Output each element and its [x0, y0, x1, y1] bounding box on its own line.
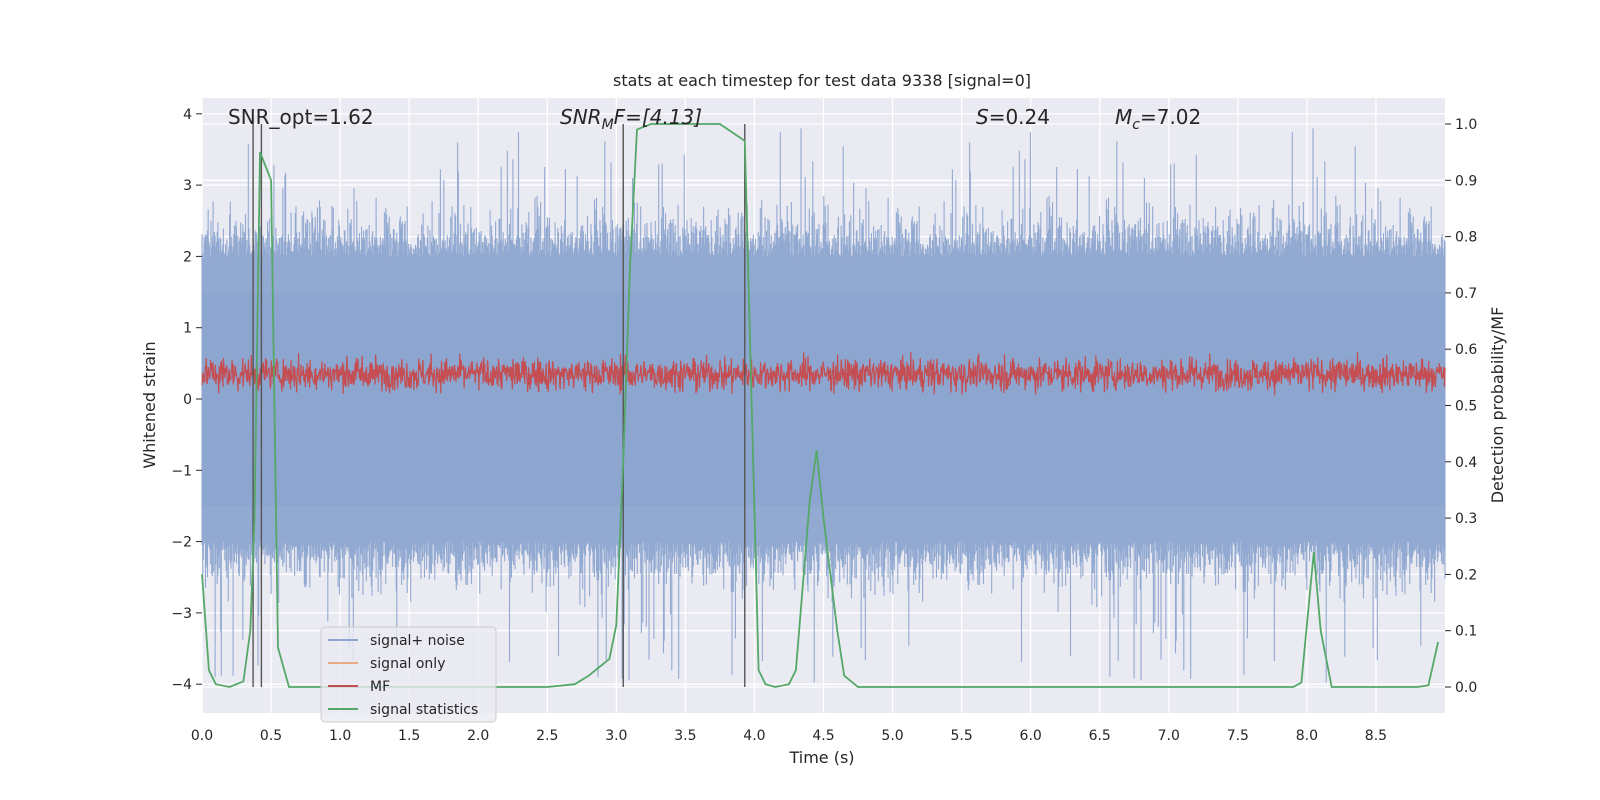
legend-label-signal-noise: signal+ noise — [370, 633, 465, 649]
mf-series — [201, 352, 1446, 396]
x-tick-label: 2.0 — [467, 728, 489, 744]
annotation-mc: Mc=7.02 — [1115, 105, 1201, 133]
y-tick-label: 1 — [183, 321, 192, 337]
x-tick-label: 4.0 — [743, 728, 765, 744]
y-tick-label: −1 — [171, 463, 192, 479]
x-tick-label: 2.5 — [536, 728, 558, 744]
x-tick-label: 7.0 — [1158, 728, 1180, 744]
x-axis-label: Time (s) — [788, 748, 854, 767]
plot-layer — [201, 123, 1446, 688]
y-tick-label: −2 — [171, 535, 192, 551]
y2-tick-label: 0.7 — [1455, 286, 1477, 302]
x-tick-label: 8.5 — [1365, 728, 1387, 744]
x-tick-label: 7.5 — [1227, 728, 1249, 744]
y-tick-label: −3 — [171, 606, 192, 622]
s-var: S — [976, 105, 989, 129]
snr-mf-sub: M — [602, 117, 614, 133]
y2-tick-label: 0.6 — [1455, 342, 1477, 358]
x-tick-label: 0.0 — [191, 728, 213, 744]
legend-label-signal-only: signal only — [370, 656, 445, 672]
y-tick-labels: 4 3 2 1 0 −1 −2 −3 −4 — [171, 107, 202, 693]
legend-box — [320, 626, 497, 723]
annotation-s: S=0.24 — [976, 105, 1050, 129]
annotation-snr-mf: SNRMF=[4.13] — [560, 105, 702, 133]
snr-mf-rest: F=[4.13] — [614, 105, 702, 129]
s-val: =0.24 — [989, 105, 1050, 129]
y2-tick-label: 0.9 — [1455, 173, 1477, 189]
x-tick-label: 6.0 — [1020, 728, 1042, 744]
legend-label-mf: MF — [370, 679, 390, 695]
x-tick-label: 4.5 — [812, 728, 834, 744]
y2-tick-label: 0.3 — [1455, 511, 1477, 527]
y2-tick-label: 0.0 — [1455, 680, 1477, 696]
y-tick-label: 4 — [183, 107, 192, 123]
x-tick-label: 3.0 — [605, 728, 627, 744]
y2-axis-label: Detection probability/MF — [1488, 307, 1507, 504]
x-tick-label: 6.5 — [1089, 728, 1111, 744]
y2-tick-label: 1.0 — [1455, 117, 1477, 133]
mc-base: M — [1115, 105, 1132, 129]
x-tick-label: 0.5 — [260, 728, 282, 744]
signal-statistics-series — [201, 123, 1439, 688]
signal-noise-core — [202, 292, 1445, 506]
snr-mf-base: SNR — [560, 105, 602, 129]
y-axis-label: Whitened strain — [140, 341, 159, 468]
x-tick-label: 8.0 — [1296, 728, 1318, 744]
x-tick-label: 5.0 — [881, 728, 903, 744]
y2-tick-label: 0.8 — [1455, 230, 1477, 246]
y-tick-label: 3 — [183, 178, 192, 194]
x-tick-label: 1.0 — [329, 728, 351, 744]
y2-tick-label: 0.5 — [1455, 399, 1477, 415]
x-tick-labels: 0.0 0.5 1.0 1.5 2.0 2.5 3.0 3.5 4.0 4.5 5.0 5.5 6.0 6… — [191, 728, 1387, 744]
y2-tick-labels: 1.0 0.9 0.8 0.7 0.6 0.5 0.4 0.3 0.2 0.1 0.0 — [1445, 117, 1477, 696]
annotation-snr-opt: SNR_opt=1.62 — [228, 105, 374, 129]
y2-tick-label: 0.4 — [1455, 455, 1477, 471]
legend: signal+ noise signal only MF signal stat… — [320, 626, 497, 723]
mc-sub: c — [1132, 117, 1140, 133]
y-tick-label: 0 — [183, 392, 192, 408]
y-tick-label: −4 — [171, 677, 192, 693]
x-tick-label: 1.5 — [398, 728, 420, 744]
y-tick-label: 2 — [183, 249, 192, 265]
y2-tick-label: 0.2 — [1455, 567, 1477, 583]
x-tick-label: 3.5 — [674, 728, 696, 744]
chart-title: stats at each timestep for test data 933… — [613, 71, 1031, 90]
y2-tick-label: 0.1 — [1455, 624, 1477, 640]
mc-val: =7.02 — [1140, 105, 1201, 129]
legend-label-signal-statistics: signal statistics — [370, 702, 478, 718]
x-tick-label: 5.5 — [950, 728, 972, 744]
